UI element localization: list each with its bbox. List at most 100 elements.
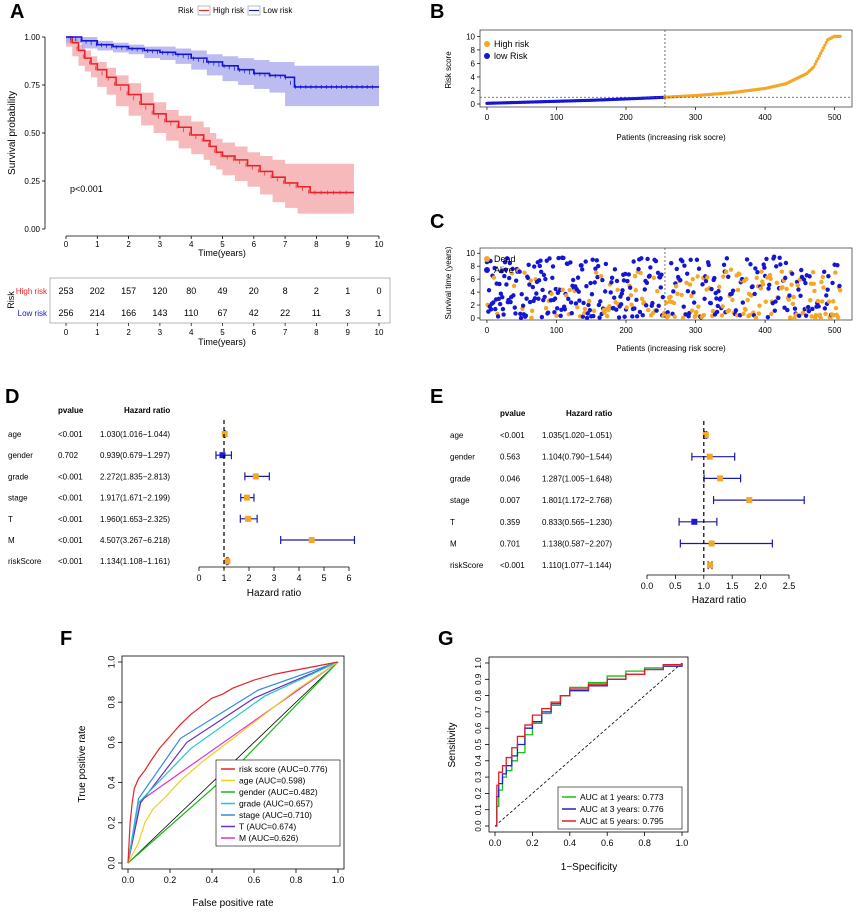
c-point xyxy=(619,291,625,296)
c-point xyxy=(580,314,586,319)
c-point xyxy=(614,307,619,312)
c-point xyxy=(603,261,609,267)
g-x-tick-label: 0.0 xyxy=(489,838,502,848)
c-point xyxy=(545,310,551,315)
forest-row-hr-text: 1.110(1.077−1.144) xyxy=(542,561,612,570)
c-point xyxy=(529,308,535,314)
b-y-tick-label: 0 xyxy=(471,100,476,109)
a-x-label: Time(years) xyxy=(198,248,246,258)
a-y-tick-label: 0.75 xyxy=(24,81,40,90)
c-point xyxy=(812,288,817,294)
c-point xyxy=(611,295,617,300)
c-point xyxy=(579,263,584,268)
c-point xyxy=(492,265,497,271)
c-point xyxy=(819,299,825,304)
c-point xyxy=(513,278,519,283)
b-y-label: Risk score xyxy=(444,51,453,89)
c-point xyxy=(671,289,676,294)
b-point xyxy=(820,48,824,53)
g-x-tick-label: 0.2 xyxy=(526,838,539,848)
forest-row-hr-text: 1.960(1.653−2.325) xyxy=(100,515,170,524)
c-point xyxy=(816,304,821,309)
c-point xyxy=(813,312,819,318)
c-point xyxy=(496,296,501,302)
c-point xyxy=(687,310,692,316)
c-point xyxy=(642,287,647,292)
c-point xyxy=(748,262,753,267)
a-table-x-tick-label: 1 xyxy=(95,328,100,337)
f-y-tick-label: 0.8 xyxy=(106,696,116,709)
b-point xyxy=(838,34,842,38)
forest-point xyxy=(224,558,231,565)
c-point xyxy=(537,263,542,269)
c-point xyxy=(786,297,791,302)
c-point xyxy=(654,308,659,313)
c-point xyxy=(837,288,843,293)
c-point xyxy=(799,267,804,273)
f-legend-label: stage (AUC=0.710) xyxy=(239,810,312,820)
a-risk-table: Risk High risk Low risk Time(years) 253 2… xyxy=(6,277,391,347)
a-table-cell: 11 xyxy=(312,308,321,318)
c-point xyxy=(590,257,595,262)
g-y-tick-label: 0.5 xyxy=(474,738,483,750)
c-x-tick-label: 100 xyxy=(550,326,564,335)
c-point xyxy=(680,258,685,264)
e-header-hr: Hazard ratio xyxy=(566,409,612,418)
forest-point xyxy=(308,537,315,543)
c-point xyxy=(499,268,504,274)
c-point xyxy=(542,294,547,300)
c-point xyxy=(539,314,545,320)
c-point xyxy=(627,285,633,290)
forest-row-hr-text: 1.287(1.005−1.648) xyxy=(542,474,612,483)
b-frame xyxy=(479,29,853,108)
b-x-tick-label: 300 xyxy=(689,113,703,122)
c-point xyxy=(673,284,679,289)
c-point xyxy=(792,306,798,311)
f-y-tick-label: 0.4 xyxy=(106,776,116,789)
forest-row-pvalue: 0.046 xyxy=(500,474,521,483)
c-point xyxy=(593,270,599,275)
c-point xyxy=(587,308,593,313)
c-point xyxy=(690,277,695,282)
c-point xyxy=(626,272,631,277)
c-point xyxy=(511,283,517,289)
c-point xyxy=(491,300,496,305)
c-point xyxy=(730,297,735,303)
forest-point xyxy=(746,497,753,504)
c-point xyxy=(577,298,582,303)
a-x-tick-label: 6 xyxy=(252,240,257,249)
c-point xyxy=(634,314,640,319)
c-point xyxy=(766,286,771,291)
panel-label-g: G xyxy=(438,628,454,650)
f-x-label: False positive rate xyxy=(192,898,274,909)
c-point xyxy=(810,269,816,275)
a-legend-high-label: High risk xyxy=(213,6,245,15)
forest-row-pvalue: 0.701 xyxy=(500,540,521,549)
c-point xyxy=(598,273,604,279)
f-y-tick-label: 0.6 xyxy=(106,736,116,749)
c-y-label: Survival time (years) xyxy=(444,246,453,319)
c-point xyxy=(671,300,677,306)
c-point xyxy=(753,266,758,271)
b-point xyxy=(813,62,817,66)
c-point xyxy=(759,269,764,274)
c-point xyxy=(624,305,629,310)
c-point xyxy=(753,315,759,321)
c-y-tick-label: 2 xyxy=(471,301,476,310)
panel-label-a: A xyxy=(10,1,24,23)
forest-row-label: stage xyxy=(8,494,28,503)
a-table-cell: 157 xyxy=(121,286,136,296)
c-point xyxy=(585,311,590,316)
c-point xyxy=(507,260,513,266)
forest-row-label: grade xyxy=(450,474,471,483)
c-point xyxy=(653,258,659,264)
forest-point xyxy=(691,518,698,525)
c-point xyxy=(719,313,725,318)
c-point xyxy=(527,282,532,287)
a-y-label: Survival probability xyxy=(7,91,18,175)
forest-x-tick-label: 6 xyxy=(346,573,351,583)
c-point xyxy=(523,313,529,318)
a-table-cell: 67 xyxy=(217,308,227,318)
c-point xyxy=(567,287,572,293)
c-point xyxy=(778,262,783,267)
